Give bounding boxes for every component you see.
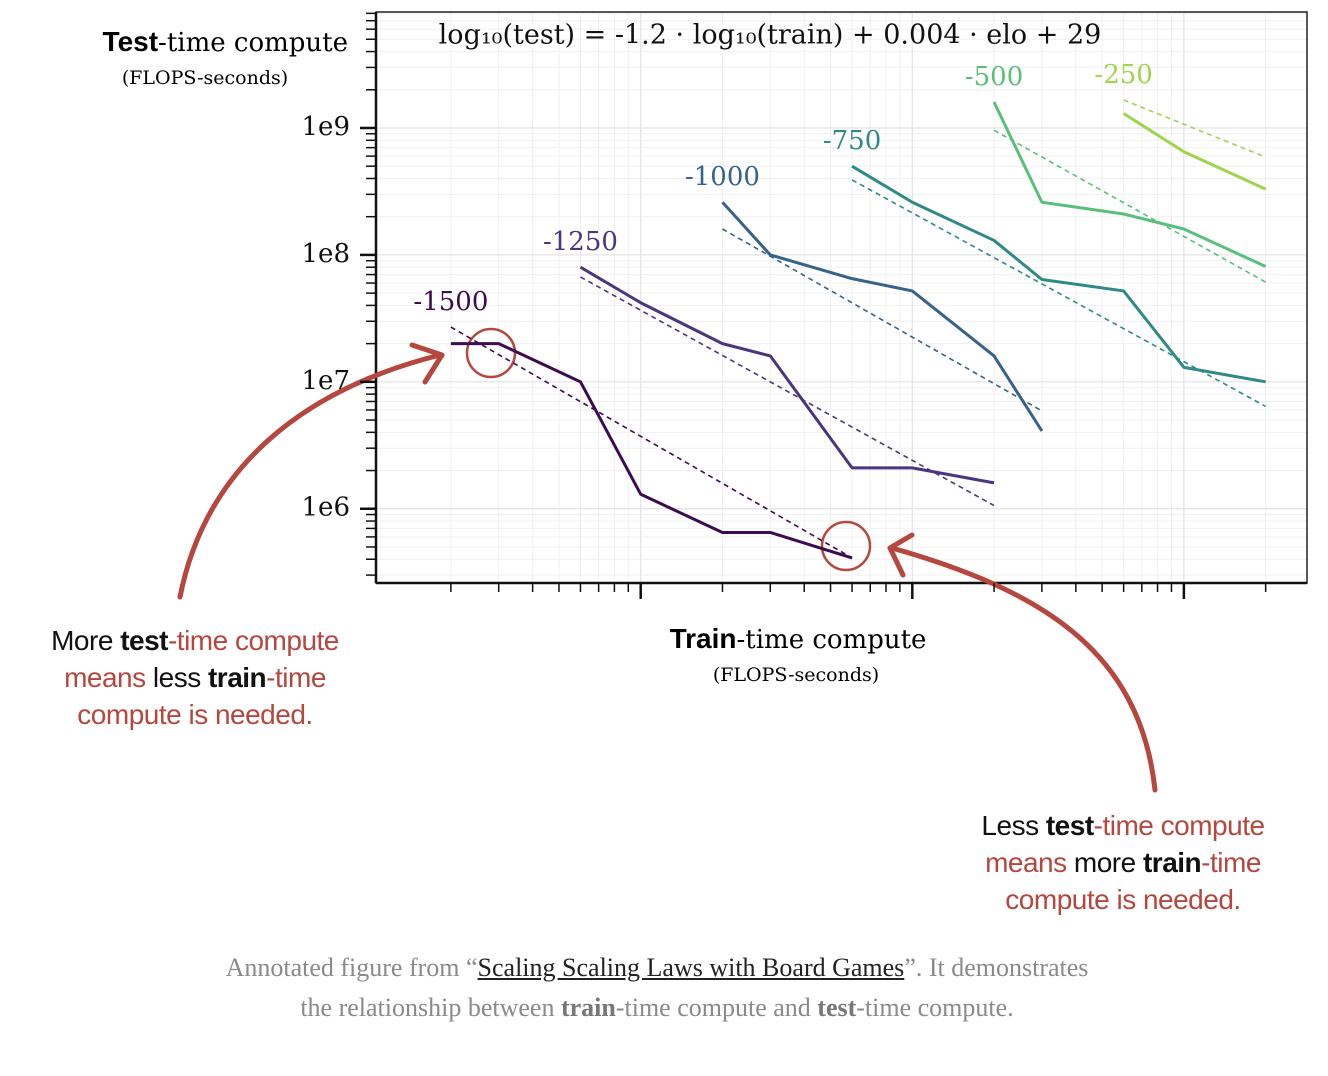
fit-line — [851, 179, 1267, 408]
grid — [376, 12, 1307, 583]
y-tick-label: 1e8 — [302, 239, 350, 269]
text-span: -time compute and — [615, 993, 818, 1022]
series-label: -250 — [1094, 60, 1152, 90]
y-axis-unit: (FLOPS-seconds) — [122, 67, 288, 89]
series-line — [992, 101, 1267, 268]
text-span: ”. It demonstrates the relationship betw… — [300, 953, 1089, 1022]
series-line — [851, 164, 1266, 384]
text-span: train — [207, 662, 267, 693]
x-title-rest: -time compute — [736, 625, 926, 655]
series-line — [579, 265, 995, 485]
text-span: compute is needed. — [77, 699, 313, 730]
x-axis-title: Train-time compute — [670, 623, 927, 655]
text-span: -time compute — [1093, 810, 1265, 841]
text-span: means — [64, 662, 146, 693]
annotation-line: means more train-time — [948, 844, 1298, 881]
annotation: More test-time compute means less train-t… — [20, 622, 370, 733]
text-span: test — [1045, 810, 1094, 841]
x-title-bold: Train — [670, 623, 737, 654]
series-label: -750 — [823, 126, 881, 156]
fit-line — [1123, 99, 1266, 158]
annotation-line: means less train-time — [20, 659, 370, 696]
text-span: train — [1142, 847, 1202, 878]
text-span: -time compute — [167, 625, 339, 656]
text-span: test — [120, 625, 168, 656]
fit-line — [993, 129, 1267, 283]
text-span: less — [145, 662, 208, 693]
annotation-line: More test-time compute — [20, 622, 370, 659]
arrow — [177, 352, 443, 600]
text-span: More — [51, 625, 121, 656]
text-span: more — [1066, 847, 1143, 878]
text-span: test — [817, 993, 857, 1022]
text-span: Annotated figure from “ — [225, 953, 478, 982]
arrow-head — [409, 342, 445, 385]
annotation: Less test-time compute means more train-t… — [948, 807, 1298, 918]
text-span[interactable]: Scaling Scaling Laws with Board Games — [477, 953, 905, 982]
highlight-circle — [820, 520, 872, 572]
caption: Annotated figure from “Scaling Scaling L… — [207, 948, 1107, 1028]
y-axis-title: Test-time compute — [103, 26, 348, 58]
series-label: -1250 — [543, 227, 618, 257]
arrow-head — [887, 532, 915, 578]
series-label: -1000 — [685, 162, 760, 192]
annotation-line: compute is needed. — [20, 696, 370, 733]
text-span: -time — [266, 662, 326, 693]
text-span: means — [985, 847, 1067, 878]
text-span: Less — [981, 810, 1046, 841]
y-title-bold: Test — [103, 26, 159, 57]
annotation-line: Less test-time compute — [948, 807, 1298, 844]
fit-line — [580, 276, 995, 507]
series-label: -500 — [965, 62, 1023, 92]
y-tick-label: 1e7 — [302, 366, 350, 396]
text-span: train — [560, 993, 616, 1022]
annotation-line: compute is needed. — [948, 881, 1298, 918]
fit-line — [722, 228, 1043, 412]
arrow — [889, 545, 1158, 793]
text-span: compute is needed. — [1005, 884, 1241, 915]
x-axis-unit: (FLOPS-seconds) — [713, 664, 879, 686]
series-line — [721, 201, 1044, 432]
equation: log₁₀(test) = -1.2 · log₁₀(train) + 0.00… — [439, 20, 1102, 51]
y-tick-label: 1e9 — [302, 112, 350, 142]
highlight-circle — [465, 327, 517, 379]
y-tick-label: 1e6 — [302, 493, 350, 523]
y-title-rest: -time compute — [158, 28, 348, 58]
text-span: -time — [1201, 847, 1261, 878]
series-line — [1122, 112, 1267, 191]
text-span: -time compute. — [856, 993, 1014, 1022]
series-label: -1500 — [413, 287, 488, 317]
fit-line — [450, 326, 853, 559]
series-line — [450, 342, 853, 560]
